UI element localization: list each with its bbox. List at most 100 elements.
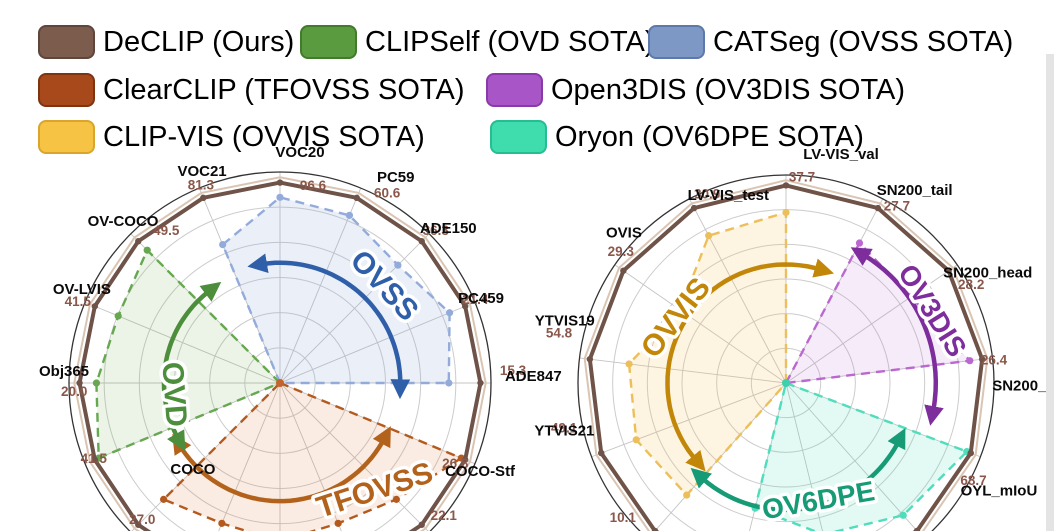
declip-vertex-dot bbox=[945, 267, 952, 274]
axis-label: YTVIS21 bbox=[534, 423, 594, 440]
axis-label: OVIS bbox=[606, 225, 642, 242]
axis-value: 54.8 bbox=[546, 326, 573, 341]
sota-vertex-dot bbox=[683, 491, 691, 499]
sota-vertex-dot bbox=[143, 246, 151, 254]
axis-label: SN200_tail bbox=[877, 182, 953, 199]
axis-label: SN200_ap bbox=[992, 378, 1054, 395]
legend-item: DeCLIP (Ours) bbox=[38, 22, 294, 62]
legend-swatch-icon bbox=[38, 73, 95, 107]
declip-vertex-dot bbox=[461, 303, 469, 310]
axis-label: OV-COCO bbox=[88, 213, 159, 230]
axis-value: 60.6 bbox=[374, 186, 401, 201]
clipself-sota-polygon bbox=[95, 249, 282, 460]
legend-item: ClearCLIP (TFOVSS SOTA) bbox=[38, 70, 465, 110]
declip-vertex-dot bbox=[200, 194, 207, 202]
axis-value: 41.5 bbox=[81, 451, 108, 466]
legend-label: Open3DIS (OV3DIS SOTA) bbox=[551, 73, 906, 106]
axis-value: 68.7 bbox=[960, 473, 986, 488]
legend-item: CLIPSelf (OVD SOTA) bbox=[300, 22, 655, 62]
declip-vertex-dot bbox=[913, 527, 921, 531]
legend-item: CATSeg (OVSS SOTA) bbox=[648, 22, 1013, 62]
axis-label: VOC21 bbox=[177, 163, 226, 180]
axis-value: 26.4 bbox=[981, 353, 1008, 368]
declip-vertex-dot bbox=[477, 379, 484, 387]
chart-center-dot bbox=[782, 379, 790, 387]
legend-label: CLIPSelf (OVD SOTA) bbox=[365, 25, 655, 58]
legend-swatch-icon bbox=[38, 120, 95, 154]
legend-label: ClearCLIP (TFOVSS SOTA) bbox=[103, 73, 465, 106]
axis-label: COCO-Stf bbox=[445, 463, 516, 480]
ovss-task-arc bbox=[247, 253, 411, 400]
sota-vertex-dot bbox=[160, 495, 168, 503]
outer-circle bbox=[577, 174, 995, 531]
declip-vertex-dot bbox=[620, 267, 627, 274]
sota-vertex-dot bbox=[114, 312, 122, 320]
sota-vertex-dot bbox=[676, 306, 684, 314]
radar-video-3d-benchmarks: OVVIS OV3DISOV6DPE37.7LV-VIS_val27.7SN200… bbox=[534, 146, 1054, 531]
axis-label: ADE847 bbox=[505, 368, 562, 385]
ovss-sector-fill bbox=[222, 197, 450, 383]
legend-label: Oryon (OV6DPE SOTA) bbox=[555, 120, 864, 153]
legend-swatch-icon bbox=[300, 25, 357, 59]
declip-vertex-dot bbox=[978, 355, 986, 363]
chart-center-dot bbox=[276, 379, 284, 387]
axis-value: 37.7 bbox=[789, 170, 815, 185]
declip-vertex-dot bbox=[651, 527, 659, 531]
legend-swatch-icon bbox=[648, 25, 705, 59]
axis-value: 22.1 bbox=[431, 508, 458, 523]
sota-vertex-dot bbox=[625, 360, 633, 368]
sota-vertex-dot bbox=[334, 519, 342, 527]
sota-vertex-dot bbox=[394, 261, 402, 269]
ovd-task-arc bbox=[161, 281, 222, 452]
axis-value: 10.1 bbox=[610, 510, 637, 525]
ovvis-task-arc bbox=[665, 258, 835, 472]
axis-label: PC59 bbox=[377, 169, 415, 186]
axis-value: 41.5 bbox=[65, 294, 92, 309]
declip-vertex-dot bbox=[967, 449, 974, 457]
axis-value: 28.2 bbox=[958, 277, 984, 292]
grid-spoke bbox=[279, 382, 342, 531]
axis-value: 36.3 bbox=[423, 223, 450, 238]
axis-label: OYL_mIoU bbox=[961, 483, 1038, 500]
sota-vertex-dot bbox=[855, 239, 864, 247]
sota-vertex-dot bbox=[445, 309, 454, 317]
sota-vertex-dot bbox=[392, 495, 400, 503]
sota-vertex-dot bbox=[632, 436, 640, 444]
legend-item: CLIP-VIS (OVVIS SOTA) bbox=[38, 117, 425, 157]
clip-vis-sota-polygon bbox=[627, 211, 788, 497]
grid-spoke bbox=[218, 382, 281, 531]
sota-vertex-dot bbox=[218, 519, 226, 527]
legend-swatch-icon bbox=[38, 25, 95, 59]
declip-vertex-dot bbox=[690, 204, 698, 212]
axis-label: ADE150 bbox=[420, 220, 477, 237]
ovd-task-label: OVD bbox=[155, 361, 192, 428]
declip-vertex-dot bbox=[135, 238, 142, 245]
declip-vertex-dot bbox=[91, 303, 99, 310]
grid-spoke bbox=[279, 382, 429, 531]
sota-vertex-dot bbox=[966, 357, 974, 365]
sota-vertex-dot bbox=[899, 511, 907, 519]
axis-value: 26.8 bbox=[442, 456, 469, 471]
sota-vertex-dot bbox=[92, 379, 101, 387]
axis-label: Obj365 bbox=[39, 363, 89, 380]
sota-vertex-dot bbox=[219, 240, 227, 249]
axis-value: 49.5 bbox=[153, 223, 180, 238]
outer-circle bbox=[68, 171, 492, 531]
axis-value: 30.9 bbox=[694, 187, 720, 202]
clearclip-sota-polygon bbox=[162, 381, 463, 531]
radar-2d-benchmarks: OVSSTFOVSSOVD96.6VOC2060.6PC5936.3ADE150… bbox=[39, 144, 562, 531]
legend-item: Oryon (OV6DPE SOTA) bbox=[490, 117, 864, 157]
legend: DeCLIP (Ours) CLIPSelf (OVD SOTA) CATSeg (… bbox=[0, 0, 1054, 154]
declip-polygon bbox=[77, 180, 483, 531]
declip-vertex-dot bbox=[782, 182, 790, 189]
declip-vertex-dot bbox=[135, 521, 142, 528]
ov6dpe-task-arc bbox=[690, 428, 906, 513]
axis-value: 81.3 bbox=[188, 178, 215, 193]
legend-label: CATSeg (OVSS SOTA) bbox=[713, 25, 1014, 58]
axis-value: 27.7 bbox=[884, 199, 910, 214]
axis-label: OV-LVIS bbox=[53, 281, 111, 298]
declip-vertex-dot bbox=[461, 456, 469, 463]
legend-swatch-icon bbox=[486, 73, 543, 107]
declip-vertex-dot bbox=[91, 456, 99, 463]
